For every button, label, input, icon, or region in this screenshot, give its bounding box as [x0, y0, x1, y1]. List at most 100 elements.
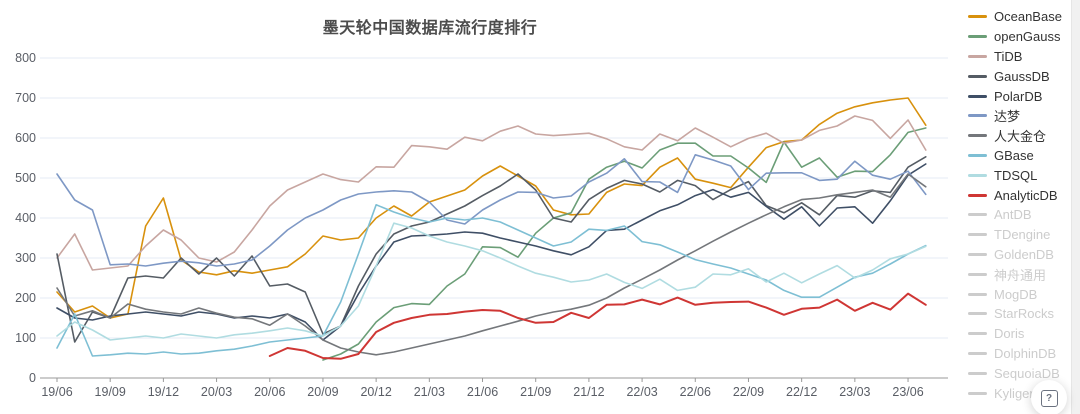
- series-line-TDSQL: [56, 222, 927, 341]
- svg-text:600: 600: [15, 131, 36, 145]
- legend-swatch-icon: [968, 252, 987, 256]
- legend-swatch-icon: [968, 193, 987, 197]
- series-line-OceanBase: [56, 97, 927, 319]
- series-line-PolarDB: [56, 163, 927, 341]
- legend-item-TDSQL[interactable]: TDSQL: [968, 165, 1072, 185]
- legend-swatch-icon: [968, 332, 987, 336]
- svg-text:400: 400: [15, 211, 36, 225]
- line-chart-plot-area: 0 100 200 300 400 500 600 700 800 19/06 19/09 19/12…: [15, 51, 948, 399]
- legend-label: PolarDB: [994, 88, 1043, 104]
- legend-item-SequoiaDB[interactable]: SequoiaDB: [968, 363, 1072, 383]
- chart-title: 墨天轮中国数据库流行度排行: [322, 20, 538, 37]
- legend-item-TiDB[interactable]: TiDB: [968, 47, 1072, 67]
- legend-item-MogDB[interactable]: MogDB: [968, 284, 1072, 304]
- legend-swatch-icon: [968, 74, 987, 78]
- legend-swatch-icon: [968, 312, 987, 316]
- legend-item-StarRocks[interactable]: StarRocks: [968, 304, 1072, 324]
- svg-text:20/03: 20/03: [201, 385, 232, 399]
- legend-swatch-icon: [968, 272, 987, 276]
- series-line-openGauss: [322, 127, 927, 361]
- svg-text:0: 0: [29, 371, 36, 385]
- legend-item-AntDB[interactable]: AntDB: [968, 205, 1072, 225]
- legend-item-人大金仓[interactable]: 人大金仓: [968, 126, 1072, 146]
- svg-text:22/03: 22/03: [626, 385, 657, 399]
- chart-legend: OceanBase openGauss TiDB GaussDB PolarDB 达梦人大…: [968, 7, 1072, 403]
- svg-text:700: 700: [15, 91, 36, 105]
- svg-text:21/12: 21/12: [573, 385, 604, 399]
- legend-label: AntDB: [994, 207, 1032, 223]
- series-line-TiDB: [56, 115, 927, 271]
- legend-item-DolphinDB[interactable]: DolphinDB: [968, 344, 1072, 364]
- series-line-达梦: [56, 154, 927, 267]
- svg-text:300: 300: [15, 251, 36, 265]
- legend-label: OceanBase: [994, 9, 1062, 25]
- legend-label: openGauss: [994, 29, 1061, 45]
- legend-item-OceanBase[interactable]: OceanBase: [968, 7, 1072, 27]
- legend-swatch-icon: [968, 391, 987, 395]
- legend-item-GoldenDB[interactable]: GoldenDB: [968, 245, 1072, 265]
- legend-swatch-icon: [968, 153, 987, 157]
- legend-swatch-icon: [968, 94, 987, 98]
- scrollbar-track[interactable]: [1071, 0, 1080, 414]
- svg-text:19/12: 19/12: [148, 385, 179, 399]
- legend-label: TDSQL: [994, 167, 1038, 183]
- legend-label: MogDB: [994, 286, 1038, 302]
- legend-swatch-icon: [968, 35, 987, 39]
- legend-label: 人大金仓: [994, 129, 1047, 145]
- legend-swatch-icon: [968, 371, 987, 375]
- legend-item-AnalyticDB[interactable]: AnalyticDB: [968, 185, 1072, 205]
- svg-text:20/09: 20/09: [307, 385, 338, 399]
- svg-text:21/06: 21/06: [467, 385, 498, 399]
- svg-text:23/06: 23/06: [892, 385, 923, 399]
- legend-label: DolphinDB: [994, 345, 1057, 361]
- legend-swatch-icon: [968, 351, 987, 355]
- legend-item-Doris[interactable]: Doris: [968, 324, 1072, 344]
- legend-swatch-icon: [968, 114, 987, 118]
- legend-item-openGauss[interactable]: openGauss: [968, 27, 1072, 47]
- legend-label: SequoiaDB: [994, 365, 1060, 381]
- legend-label: TDengine: [994, 227, 1051, 243]
- svg-text:19/06: 19/06: [41, 385, 72, 399]
- svg-text:23/03: 23/03: [839, 385, 870, 399]
- series-line-AnalyticDB: [268, 292, 927, 360]
- legend-label: StarRocks: [994, 306, 1054, 322]
- legend-label: Doris: [994, 326, 1025, 342]
- legend-item-GaussDB[interactable]: GaussDB: [968, 66, 1072, 86]
- legend-label: GoldenDB: [994, 246, 1054, 262]
- legend-label: GaussDB: [994, 68, 1050, 84]
- legend-label: GBase: [994, 147, 1034, 163]
- svg-text:22/12: 22/12: [786, 385, 817, 399]
- legend-item-GBase[interactable]: GBase: [968, 146, 1072, 166]
- legend-swatch-icon: [968, 213, 987, 217]
- svg-text:22/09: 22/09: [733, 385, 764, 399]
- help-button[interactable]: ?: [1031, 380, 1067, 414]
- legend-swatch-icon: [968, 233, 987, 237]
- series-line-GBase: [56, 204, 927, 357]
- svg-text:100: 100: [15, 331, 36, 345]
- legend-swatch-icon: [968, 15, 987, 19]
- legend-item-PolarDB[interactable]: PolarDB: [968, 86, 1072, 106]
- series-line-人大金仓: [56, 173, 927, 356]
- legend-item-达梦[interactable]: 达梦: [968, 106, 1072, 126]
- legend-swatch-icon: [968, 173, 987, 177]
- svg-text:500: 500: [15, 171, 36, 185]
- svg-text:20/06: 20/06: [254, 385, 285, 399]
- svg-text:800: 800: [15, 51, 36, 65]
- svg-text:20/12: 20/12: [360, 385, 391, 399]
- legend-label: TiDB: [994, 48, 1023, 64]
- svg-text:22/06: 22/06: [680, 385, 711, 399]
- legend-label: 神舟通用: [994, 267, 1047, 283]
- legend-label: 达梦: [994, 109, 1021, 125]
- legend-swatch-icon: [968, 292, 987, 296]
- series-line-GaussDB: [56, 156, 927, 343]
- legend-label: AnalyticDB: [994, 187, 1058, 203]
- legend-item-TDengine[interactable]: TDengine: [968, 225, 1072, 245]
- svg-text:21/09: 21/09: [520, 385, 551, 399]
- question-key-icon: ?: [1040, 389, 1058, 407]
- svg-text:21/03: 21/03: [414, 385, 445, 399]
- svg-text:19/09: 19/09: [95, 385, 126, 399]
- legend-item-神舟通用[interactable]: 神舟通用: [968, 264, 1072, 284]
- svg-text:200: 200: [15, 291, 36, 305]
- legend-swatch-icon: [968, 54, 987, 58]
